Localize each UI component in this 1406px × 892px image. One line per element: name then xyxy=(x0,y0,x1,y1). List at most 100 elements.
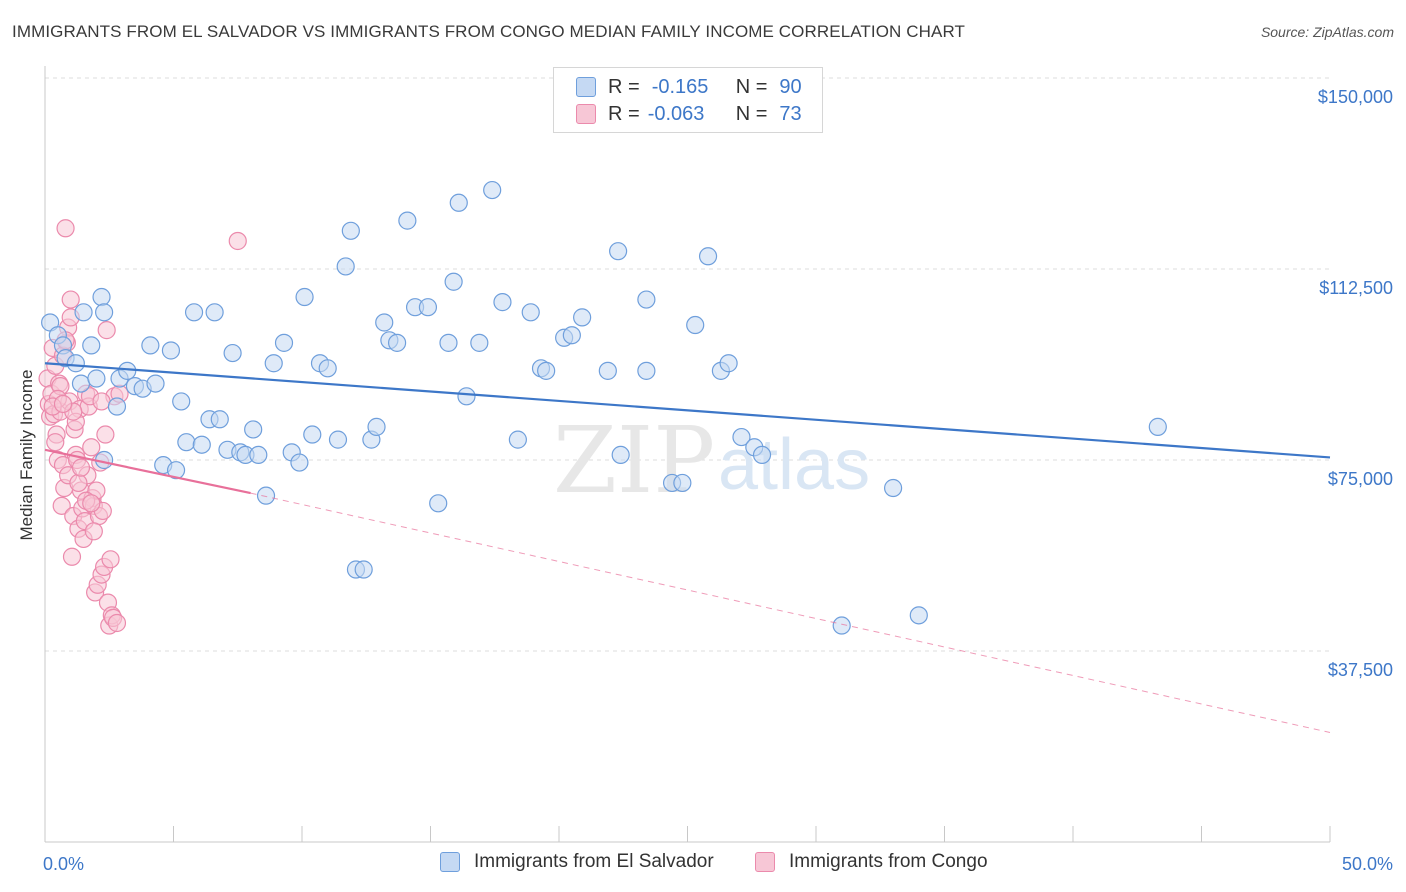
legend-n-label: N = xyxy=(735,75,768,98)
el-salvador-point-74 xyxy=(611,445,630,465)
el-salvador-point-62 xyxy=(470,333,489,352)
el-salvador-point-88 xyxy=(909,606,928,625)
el-salvador-point-64 xyxy=(493,293,512,312)
el-salvador-point-46 xyxy=(341,221,360,240)
legend-n-value: 73 xyxy=(779,102,802,125)
congo-point-14 xyxy=(56,219,75,238)
legend-swatch-blue xyxy=(576,77,596,97)
el-salvador-point-82 xyxy=(719,354,738,373)
el-salvador-point-57 xyxy=(429,494,448,513)
el-salvador-point-60 xyxy=(449,193,468,212)
legend-row-el-salvador: R = -0.165 N = 90 xyxy=(576,74,802,100)
congo-point-11 xyxy=(52,496,71,515)
el-salvador-point-12 xyxy=(107,397,127,416)
el-salvador-point-85 xyxy=(752,445,772,465)
el-salvador-point-14 xyxy=(118,361,137,380)
y-axis-label: Median Family Income xyxy=(17,369,36,540)
el-salvador-point-65 xyxy=(508,430,527,449)
el-salvador-point-87 xyxy=(883,478,903,498)
congo-point-62 xyxy=(69,473,88,493)
trend-line-el-salvador xyxy=(44,362,1331,459)
el-salvador-point-9 xyxy=(92,287,111,307)
el-salvador-point-33 xyxy=(244,420,263,439)
el-salvador-point-17 xyxy=(141,336,160,355)
el-salvador-point-36 xyxy=(264,354,283,373)
el-salvador-point-48 xyxy=(354,560,373,579)
el-salvador-point-45 xyxy=(336,257,355,276)
grid-lines xyxy=(45,77,1330,652)
el-salvador-point-21 xyxy=(166,461,186,480)
el-salvador-point-78 xyxy=(673,473,692,493)
el-salvador-point-7 xyxy=(82,336,101,355)
el-salvador-point-80 xyxy=(698,247,718,266)
series-el-salvador-points xyxy=(41,180,1167,635)
trend-lines xyxy=(44,362,1331,733)
x-tick-label-0: 0.0% xyxy=(43,854,84,874)
el-salvador-point-8 xyxy=(87,369,106,388)
congo-point-53 xyxy=(107,613,127,633)
el-salvador-point-75 xyxy=(637,361,656,380)
el-salvador-point-54 xyxy=(398,211,417,230)
el-salvador-point-79 xyxy=(686,315,705,335)
el-salvador-point-73 xyxy=(609,242,628,261)
el-salvador-point-23 xyxy=(177,433,196,452)
el-salvador-point-4 xyxy=(66,354,85,373)
series-legend: Immigrants from El Salvador Immigrants f… xyxy=(0,851,1406,879)
el-salvador-point-66 xyxy=(521,303,540,322)
congo-point-66 xyxy=(46,433,65,452)
legend-item-congo[interactable]: Immigrants from Congo xyxy=(755,851,988,873)
congo-point-72 xyxy=(84,522,103,541)
legend-r-label: R = xyxy=(608,102,640,125)
el-salvador-point-28 xyxy=(210,410,229,429)
x-tick-label-1: 50.0% xyxy=(1342,854,1393,874)
congo-point-67 xyxy=(53,394,73,414)
el-salvador-point-70 xyxy=(562,326,581,345)
congo-point-71 xyxy=(228,231,247,251)
congo-point-64 xyxy=(82,494,101,513)
el-salvador-point-59 xyxy=(444,272,463,291)
el-salvador-point-18 xyxy=(146,374,165,393)
el-salvador-point-20 xyxy=(161,341,181,360)
congo-point-34 xyxy=(82,438,101,457)
el-salvador-point-89 xyxy=(1148,417,1167,436)
el-salvador-point-83 xyxy=(732,427,751,447)
y-tick-label-2: $112,500 xyxy=(1319,278,1393,298)
el-salvador-point-41 xyxy=(303,425,322,444)
stats-legend: R = -0.165 N = 90 R = -0.063 N = 73 xyxy=(553,67,823,133)
legend-swatch-pink xyxy=(576,104,596,124)
y-tick-label-0: $37,500 xyxy=(1328,660,1393,680)
el-salvador-point-34 xyxy=(249,445,268,465)
el-salvador-point-30 xyxy=(223,343,242,363)
el-salvador-point-50 xyxy=(367,417,386,436)
congo-point-19 xyxy=(62,547,82,566)
el-salvador-point-40 xyxy=(295,287,314,307)
el-salvador-point-58 xyxy=(439,333,458,352)
el-salvador-point-43 xyxy=(318,359,337,378)
legend-swatch-blue xyxy=(440,852,460,872)
legend-row-congo: R = -0.063 N = 73 xyxy=(576,101,802,127)
el-salvador-point-68 xyxy=(537,361,556,380)
congo-point-68 xyxy=(71,458,91,477)
legend-r-value: -0.063 xyxy=(647,102,705,125)
legend-label-el-salvador: Immigrants from El Salvador xyxy=(474,851,714,872)
el-salvador-point-44 xyxy=(328,430,348,449)
el-salvador-point-71 xyxy=(573,308,592,327)
el-salvador-point-24 xyxy=(184,303,204,322)
congo-point-45 xyxy=(96,425,115,444)
el-salvador-point-6 xyxy=(74,303,93,322)
el-salvador-point-76 xyxy=(637,290,656,309)
congo-point-46 xyxy=(97,321,116,340)
source-label: Source: ZipAtlas.com xyxy=(1260,24,1394,40)
legend-swatch-pink xyxy=(755,852,775,872)
el-salvador-point-35 xyxy=(256,486,276,505)
watermark-zip: ZIP xyxy=(553,407,715,514)
el-salvador-point-11 xyxy=(95,303,114,322)
el-salvador-point-25 xyxy=(192,435,211,454)
legend-item-el-salvador[interactable]: Immigrants from El Salvador xyxy=(440,851,714,873)
chart-title: IMMIGRANTS FROM EL SALVADOR VS IMMIGRANT… xyxy=(12,22,965,41)
legend-r-value: -0.165 xyxy=(651,75,709,98)
legend-label-congo: Immigrants from Congo xyxy=(789,851,988,872)
y-tick-label-3: $150,000 xyxy=(1318,87,1393,107)
legend-n-value: 90 xyxy=(779,75,802,98)
